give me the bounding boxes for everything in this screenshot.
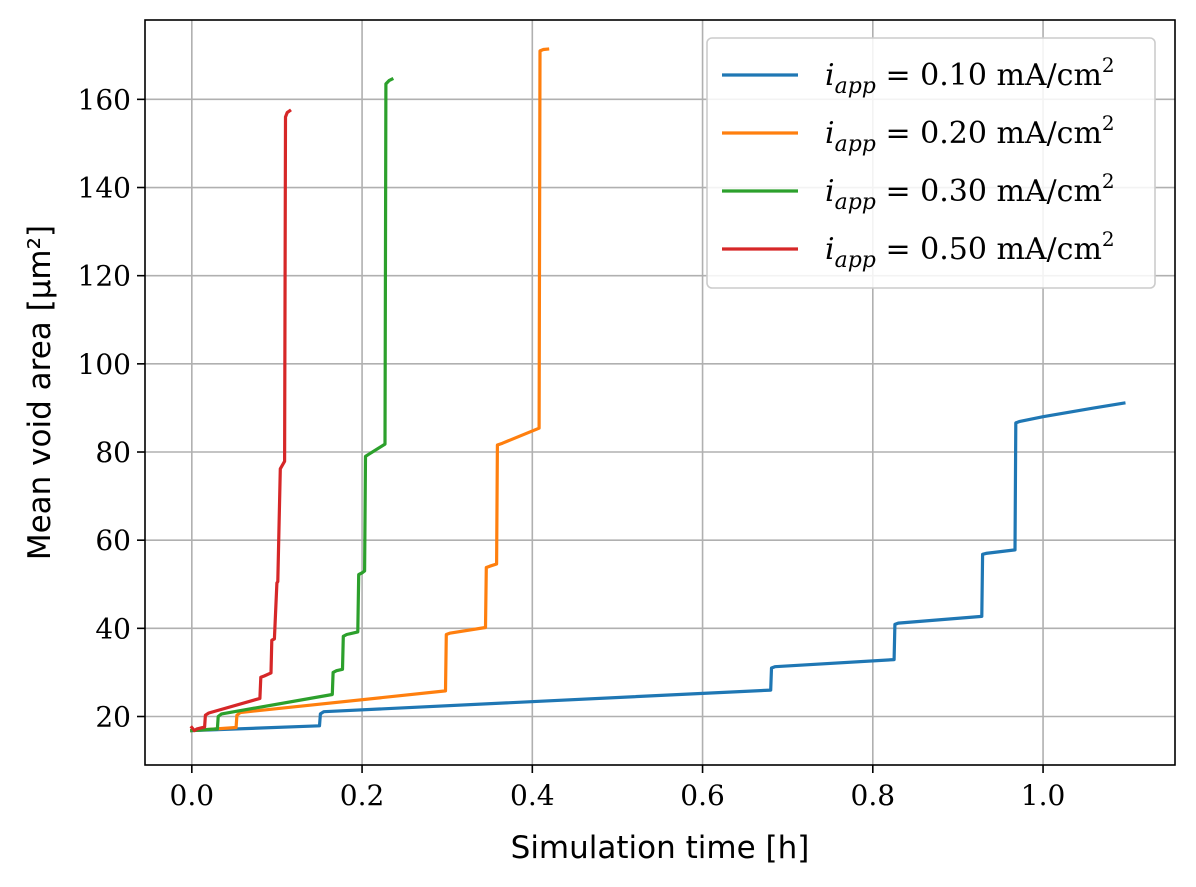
series-line-1	[190, 47, 550, 733]
legend-label-0: iapp = 0.10 mA/cm2	[825, 53, 1115, 99]
x-tick-label: 0.6	[680, 779, 725, 812]
legend-label-3: iapp = 0.50 mA/cm2	[825, 227, 1115, 273]
y-tick-label: 160	[78, 83, 131, 116]
legend-label-2: iapp = 0.30 mA/cm2	[825, 169, 1115, 215]
series-line-3	[189, 108, 292, 733]
series-line-2	[190, 76, 395, 733]
x-tick-label: 0.8	[851, 779, 896, 812]
y-tick-label: 120	[78, 260, 131, 293]
y-tick-label: 100	[78, 348, 131, 381]
series-lines	[189, 47, 1126, 733]
axis-ticks: 0.0 0.2 0.4 0.6 0.8 1.0 20 40 60 80 100 120 140 160	[78, 83, 1066, 812]
y-tick-label: 20	[95, 701, 131, 734]
plot-area-frame	[144, 19, 1176, 766]
series-line-0	[190, 401, 1126, 733]
y-tick-label: 40	[95, 612, 131, 645]
x-axis-label: Simulation time [h]	[511, 830, 810, 866]
x-tick-label: 0.4	[510, 779, 555, 812]
x-tick-label: 1.0	[1021, 779, 1066, 812]
y-axis-label: Mean void area [μm²]	[22, 225, 58, 560]
x-tick-label: 0.2	[340, 779, 385, 812]
y-tick-label: 140	[78, 172, 131, 205]
y-tick-label: 60	[95, 524, 131, 557]
legend: iapp = 0.10 mA/cm2 iapp = 0.20 mA/cm2 iapp…	[706, 37, 1156, 289]
x-tick-label: 0.0	[170, 779, 215, 812]
y-tick-label: 80	[95, 436, 131, 469]
legend-box	[706, 37, 1156, 289]
legend-label-1: iapp = 0.20 mA/cm2	[825, 111, 1115, 157]
grid-lines	[145, 20, 1175, 765]
